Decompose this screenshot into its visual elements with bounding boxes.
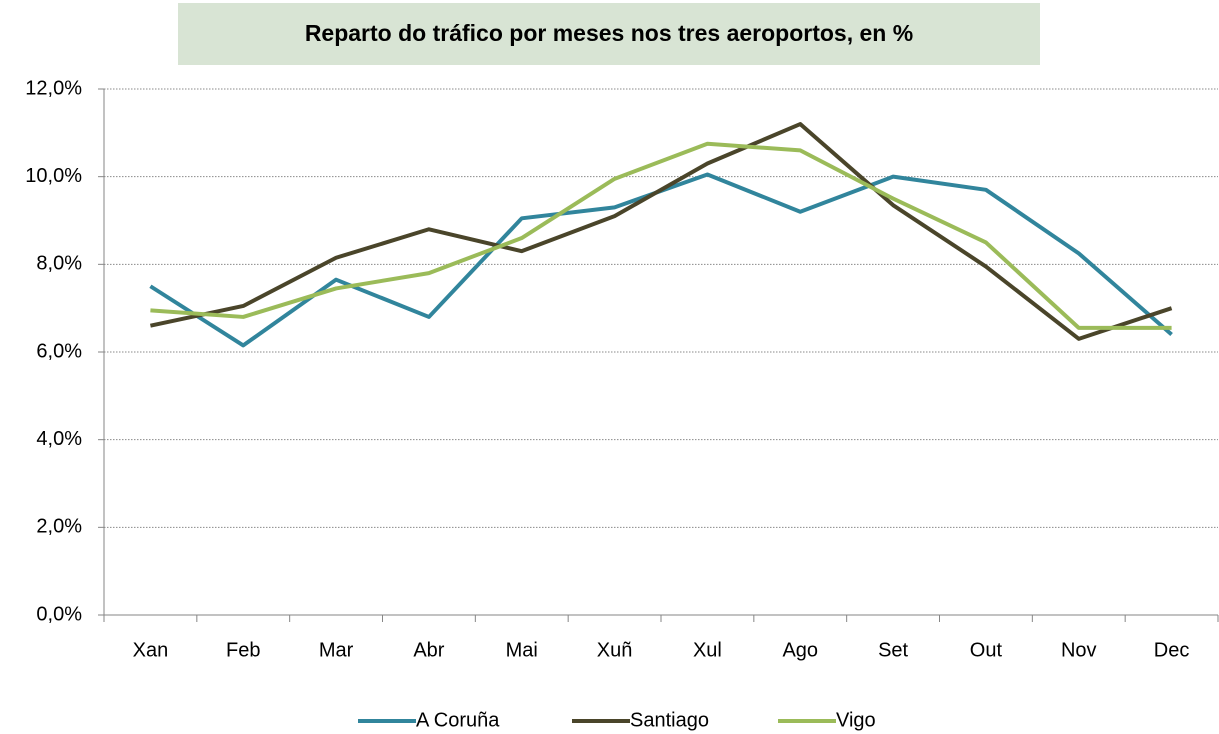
chart-title: Reparto do tráfico por meses nos tres ae… — [305, 20, 913, 46]
legend-label: A Coruña — [416, 709, 500, 731]
series-line — [150, 122, 1173, 341]
legend-label: Vigo — [836, 709, 876, 731]
x-tick-label: Dec — [1154, 639, 1190, 661]
x-tick-label: Xan — [133, 639, 169, 661]
x-tick-label: Xul — [693, 639, 722, 661]
x-tick-label: Abr — [413, 639, 444, 661]
x-tick-label: Feb — [226, 639, 260, 661]
series-line — [149, 172, 1173, 348]
x-tick-label: Out — [970, 639, 1003, 661]
x-tick-label: Ago — [782, 639, 818, 661]
series-line — [150, 141, 1172, 330]
y-tick-label: 8,0% — [36, 253, 82, 275]
x-tick-label: Set — [878, 639, 908, 661]
y-tick-label: 12,0% — [25, 77, 82, 99]
y-tick-label: 10,0% — [25, 165, 82, 187]
x-tick-label: Mai — [506, 639, 538, 661]
y-tick-label: 6,0% — [36, 340, 82, 362]
x-tick-label: Xuñ — [597, 639, 633, 661]
x-tick-label: Nov — [1061, 639, 1097, 661]
x-tick-label: Mar — [319, 639, 354, 661]
legend-label: Santiago — [630, 709, 709, 731]
title-box — [178, 3, 1040, 65]
y-tick-label: 4,0% — [36, 428, 82, 450]
y-tick-label: 2,0% — [36, 516, 82, 538]
y-tick-label: 0,0% — [36, 603, 82, 625]
